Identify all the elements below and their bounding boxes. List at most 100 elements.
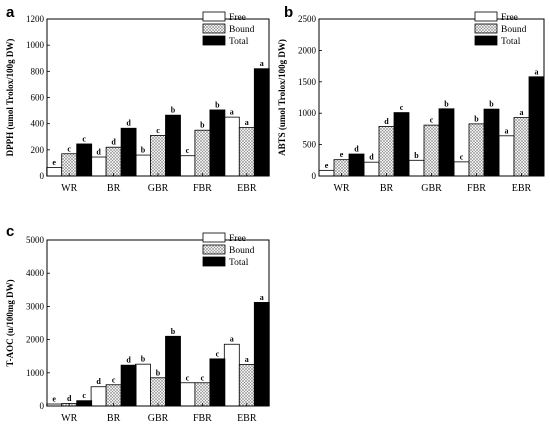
- y-tick-label-b-0: 0: [312, 171, 317, 181]
- category-label-b-ebr: EBR: [512, 183, 532, 194]
- bar-c-gbr-bound: [150, 377, 166, 407]
- sig-label-a-gbr-bound: c: [156, 126, 160, 135]
- sig-label-c-fbr-bound: c: [201, 373, 205, 382]
- y-tick-label-b-2000: 2000: [298, 45, 317, 55]
- sig-label-b-wr-free: e: [325, 161, 329, 170]
- sig-label-a-gbr-free: b: [141, 146, 146, 155]
- legend-swatch-a-free: [202, 11, 226, 22]
- bar-a-gbr-total: [165, 114, 181, 177]
- panel-b: b e d b c a e d c b a d c b b a 0 500 1000 1500 2000 2500 WR B…: [277, 4, 545, 194]
- sig-label-b-ebr-free: a: [505, 126, 509, 135]
- panel-letter-c: c: [6, 223, 14, 240]
- sig-label-b-fbr-total: b: [489, 100, 494, 109]
- sig-label-a-fbr-bound: b: [200, 121, 205, 130]
- sig-label-c-wr-bound: d: [67, 394, 72, 403]
- y-tick-label-a-200: 200: [31, 145, 45, 155]
- bar-c-ebr-free: [223, 343, 240, 407]
- legend-swatch-a-total: [202, 35, 226, 46]
- bar-c-br-bound: [105, 384, 122, 407]
- category-label-c-ebr: EBR: [237, 413, 257, 424]
- legend-label-a-free: Free: [229, 13, 246, 23]
- sig-label-c-fbr-total: c: [216, 349, 220, 358]
- bar-b-gbr-total: [438, 108, 455, 177]
- category-label-a-fbr: FBR: [193, 183, 212, 194]
- sig-label-c-wr-free: e: [52, 395, 56, 404]
- bar-b-wr-free: [318, 169, 335, 177]
- y-tick-label-a-400: 400: [31, 119, 45, 129]
- sig-label-b-wr-bound: e: [340, 150, 344, 159]
- sig-label-a-ebr-free: a: [230, 108, 234, 117]
- y-tick-label-a-1200: 1200: [26, 14, 45, 24]
- legend-label-b-free: Free: [501, 13, 518, 23]
- sig-label-c-gbr-bound: b: [156, 368, 161, 377]
- bar-b-br-total: [393, 112, 410, 177]
- legend-label-b-total: Total: [501, 37, 521, 47]
- panel-letter-a: a: [6, 4, 15, 21]
- panel-a: a e d b c a c d c b a c d b b a 0 200 400 600 800 1000 1200 WR…: [5, 4, 270, 194]
- y-tick-label-a-1000: 1000: [26, 40, 45, 50]
- sig-label-c-ebr-total: a: [260, 293, 264, 302]
- legend-label-c-bound: Bound: [229, 246, 255, 256]
- sig-label-b-gbr-bound: c: [430, 116, 434, 125]
- category-label-b-gbr: GBR: [421, 183, 442, 194]
- bar-a-fbr-bound: [194, 129, 211, 177]
- legend-label-c-free: Free: [229, 234, 246, 244]
- sig-label-b-gbr-total: b: [444, 99, 449, 108]
- bar-c-fbr-free: [179, 382, 196, 407]
- bar-c-br-total: [120, 364, 137, 407]
- bar-a-fbr-free: [179, 155, 196, 177]
- sig-label-a-ebr-bound: a: [245, 118, 249, 127]
- sig-label-b-br-bound: d: [384, 117, 389, 126]
- bar-b-gbr-free: [408, 159, 425, 177]
- sig-label-c-br-total: d: [126, 356, 131, 365]
- legend-swatch-b-bound: [474, 23, 498, 34]
- sig-label-c-gbr-free: b: [141, 355, 146, 364]
- bar-b-fbr-total: [483, 108, 500, 177]
- category-label-a-br: BR: [107, 183, 121, 194]
- bar-a-fbr-total: [209, 109, 226, 177]
- panel-c: c e d b c a d c b c a c d b c a 0 1000 2000 3000 4000 5000 WR…: [5, 223, 270, 424]
- bar-b-wr-total: [348, 153, 365, 177]
- bar-b-gbr-bound: [423, 124, 440, 177]
- bar-a-gbr-free: [135, 154, 151, 177]
- bar-c-br-free: [90, 386, 107, 407]
- category-label-b-fbr: FBR: [467, 183, 486, 194]
- sig-label-a-fbr-total: b: [215, 100, 220, 109]
- y-tick-label-a-600: 600: [31, 93, 45, 103]
- sig-label-c-br-bound: c: [112, 375, 116, 384]
- y-tick-label-c-2000: 2000: [26, 335, 45, 345]
- category-label-c-wr: WR: [61, 413, 77, 424]
- bar-a-ebr-bound: [238, 127, 255, 177]
- sig-label-b-wr-total: d: [354, 145, 359, 154]
- sig-label-c-gbr-total: b: [171, 327, 176, 336]
- sig-label-a-br-total: d: [126, 119, 131, 128]
- legend-swatch-c-bound: [202, 244, 226, 255]
- sig-label-c-fbr-free: c: [186, 373, 190, 382]
- bar-c-fbr-bound: [194, 382, 211, 407]
- category-label-a-ebr: EBR: [237, 183, 257, 194]
- bar-a-wr-total: [76, 143, 93, 177]
- sig-label-a-ebr-total: a: [260, 59, 264, 68]
- y-axis-title-c: T-AOC (u/100mg DW): [5, 279, 15, 366]
- bar-a-br-free: [90, 156, 107, 177]
- legend-label-a-total: Total: [229, 37, 249, 47]
- sig-label-a-wr-total: c: [82, 134, 86, 143]
- y-tick-label-b-1000: 1000: [298, 108, 317, 118]
- category-label-b-wr: WR: [333, 183, 349, 194]
- bar-b-ebr-bound: [513, 117, 530, 177]
- y-tick-label-c-4000: 4000: [26, 268, 45, 278]
- y-tick-label-a-0: 0: [40, 171, 45, 181]
- category-label-a-wr: WR: [61, 183, 77, 194]
- y-tick-label-c-3000: 3000: [26, 301, 45, 311]
- bar-a-ebr-free: [223, 116, 240, 177]
- category-label-c-fbr: FBR: [193, 413, 212, 424]
- bar-b-fbr-free: [453, 161, 470, 177]
- y-axis-title-b: ABTS (umol Trolox/100g DW): [277, 39, 287, 156]
- sig-label-a-br-free: d: [96, 148, 101, 157]
- sig-label-b-br-total: c: [400, 103, 404, 112]
- bar-a-wr-bound: [61, 153, 78, 177]
- sig-label-b-gbr-free: b: [414, 151, 419, 160]
- y-tick-label-b-1500: 1500: [298, 77, 317, 87]
- y-tick-label-c-5000: 5000: [26, 235, 45, 245]
